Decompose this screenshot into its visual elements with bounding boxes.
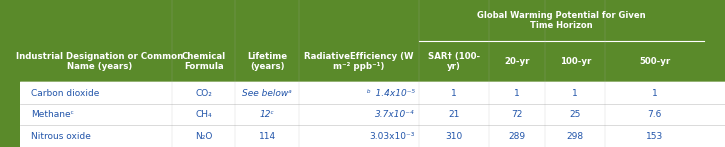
Text: 100-yr: 100-yr <box>560 57 591 66</box>
Text: Methaneᶜ: Methaneᶜ <box>31 110 74 119</box>
Bar <box>20 0 725 82</box>
Text: SAR† (100-
yr): SAR† (100- yr) <box>428 52 480 71</box>
Text: 1: 1 <box>652 89 658 98</box>
Text: CO₂: CO₂ <box>195 89 212 98</box>
Text: ᵇ  1.4x10⁻⁵: ᵇ 1.4x10⁻⁵ <box>367 89 415 98</box>
Text: Lifetime
(years): Lifetime (years) <box>247 52 287 71</box>
Text: 310: 310 <box>445 132 463 141</box>
Text: 1: 1 <box>451 89 457 98</box>
Text: 12ᶜ: 12ᶜ <box>260 110 275 119</box>
Text: 500-yr: 500-yr <box>639 57 670 66</box>
Text: 72: 72 <box>511 110 523 119</box>
Text: RadiativeEfficiency (W
m⁻² ppb⁻¹): RadiativeEfficiency (W m⁻² ppb⁻¹) <box>304 52 413 71</box>
Text: N₂O: N₂O <box>195 132 212 141</box>
Text: Carbon dioxide: Carbon dioxide <box>31 89 99 98</box>
Text: 3.7x10⁻⁴: 3.7x10⁻⁴ <box>376 110 415 119</box>
Text: Nitrous oxide: Nitrous oxide <box>31 132 91 141</box>
Text: 7.6: 7.6 <box>647 110 662 119</box>
Text: Chemical
Formula: Chemical Formula <box>181 52 225 71</box>
Text: 20-yr: 20-yr <box>505 57 530 66</box>
Text: 1: 1 <box>573 89 578 98</box>
Bar <box>20 125 725 147</box>
Text: 153: 153 <box>646 132 663 141</box>
Text: Global Warming Potential for Given
Time Horizon: Global Warming Potential for Given Time … <box>477 11 645 30</box>
Bar <box>20 82 725 104</box>
Text: 1: 1 <box>514 89 520 98</box>
Text: 25: 25 <box>570 110 581 119</box>
Text: 289: 289 <box>508 132 526 141</box>
Text: CH₄: CH₄ <box>195 110 212 119</box>
Text: 298: 298 <box>567 132 584 141</box>
Text: See belowᵃ: See belowᵃ <box>242 89 292 98</box>
Text: 114: 114 <box>258 132 276 141</box>
Text: 3.03x10⁻³: 3.03x10⁻³ <box>370 132 415 141</box>
Text: 21: 21 <box>448 110 460 119</box>
Text: Industrial Designation or Common
Name (years): Industrial Designation or Common Name (y… <box>16 52 183 71</box>
Bar <box>20 104 725 125</box>
